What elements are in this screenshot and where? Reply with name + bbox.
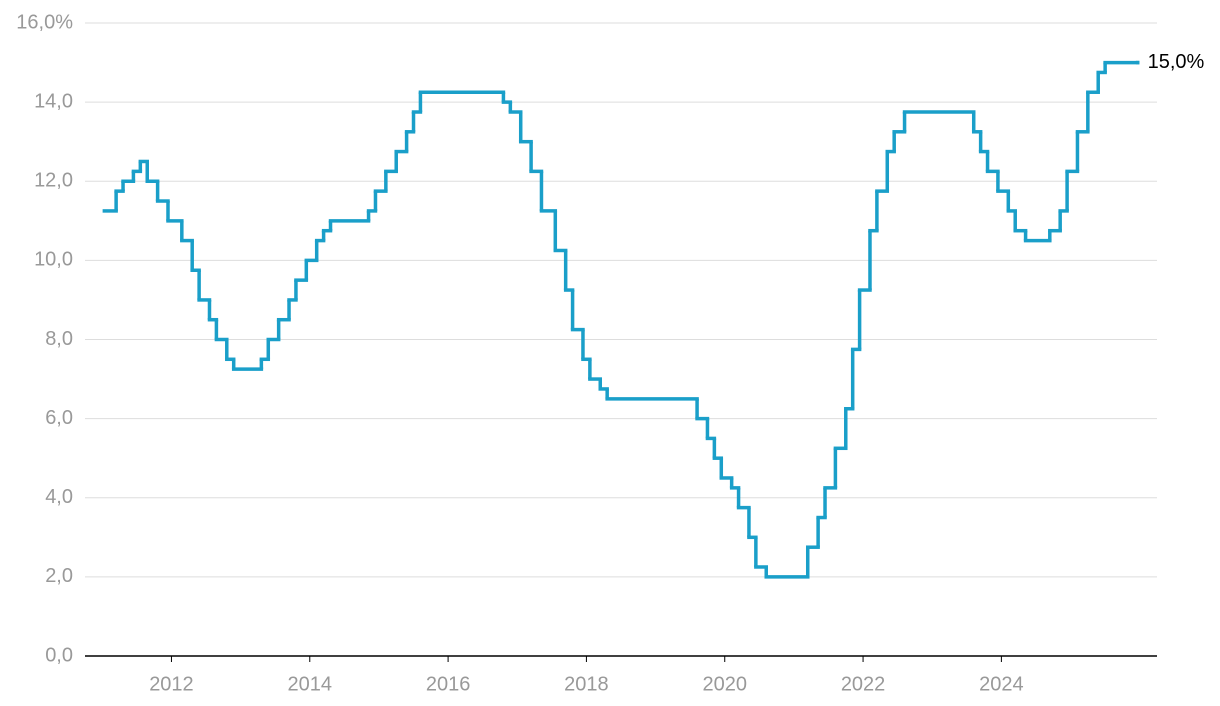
x-tick-label: 2016 [426,673,471,695]
y-tick-label: 14,0 [34,90,73,112]
x-tick-label: 2020 [702,673,747,695]
x-tick-label: 2018 [564,673,609,695]
step-riser [114,62,1107,577]
y-tick-label: 2,0 [45,565,73,587]
x-tick-label: 2014 [288,673,333,695]
y-tick-label: 6,0 [45,407,73,429]
y-tick-label: 8,0 [45,328,73,350]
x-tick-label: 2022 [841,673,886,695]
x-tick-label: 2012 [149,673,194,695]
y-tick-label: 16,0% [16,11,73,33]
y-tick-label: 10,0 [34,249,73,271]
value-label: 15,0% [1148,51,1205,73]
y-tick-label: 4,0 [45,486,73,508]
x-tick-label: 2024 [979,673,1024,695]
y-tick-label: 12,0 [34,170,73,192]
y-tick-label: 0,0 [45,644,73,666]
